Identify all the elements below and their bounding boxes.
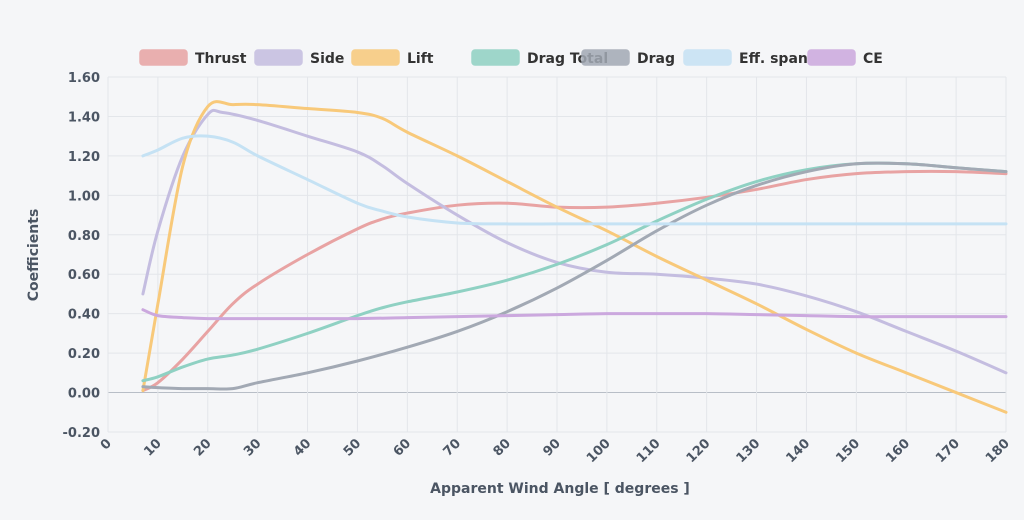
- x-tick-label: 180: [983, 436, 1013, 466]
- x-tick-label: 20: [191, 436, 214, 459]
- x-tick-label: 10: [141, 436, 164, 459]
- x-axis-title: Apparent Wind Angle [ degrees ]: [430, 481, 690, 497]
- x-tick-label: 140: [783, 436, 813, 466]
- legend-swatch: [471, 49, 520, 66]
- x-tick-label: 130: [734, 436, 764, 466]
- series-line-thrust: [141, 169, 1008, 393]
- legend-swatch: [139, 49, 188, 66]
- legend-label: Lift: [407, 51, 434, 67]
- y-tick-label: 0.40: [68, 308, 100, 323]
- series-line-drag: [141, 161, 1008, 391]
- x-tick-label: 50: [341, 436, 364, 459]
- y-tick-label: 1.40: [68, 110, 100, 125]
- x-tick-label: 110: [634, 436, 664, 466]
- legend-label: CE: [863, 51, 883, 67]
- legend-label: Eff. span: [739, 51, 808, 67]
- grid: [107, 76, 1007, 433]
- x-tick-label: 120: [684, 436, 714, 466]
- legend-item-lift[interactable]: Lift: [351, 49, 434, 67]
- y-tick-label: -0.20: [63, 426, 100, 441]
- legend-label: Side: [310, 51, 344, 67]
- y-tick-label: 0.20: [68, 347, 100, 362]
- y-tick-label: 0.80: [68, 229, 100, 244]
- legend[interactable]: Thrust Side Lift Drag Total Drag Eff. span CE: [139, 49, 883, 67]
- legend-item-side[interactable]: Side: [254, 49, 344, 67]
- x-tick-label: 70: [441, 436, 464, 459]
- y-tick-label: 1.60: [68, 71, 100, 86]
- x-tick-label: 60: [391, 436, 414, 459]
- y-axis-title: Coefficients: [26, 209, 42, 302]
- x-tick-label: 100: [584, 436, 614, 466]
- x-tick-label: 90: [540, 436, 563, 459]
- series-lines: [141, 100, 1008, 414]
- x-tick-label: 80: [491, 436, 514, 459]
- legend-swatch: [351, 49, 400, 66]
- series-line-eff-span: [141, 134, 1008, 226]
- legend-item-eff-span[interactable]: Eff. span: [683, 49, 808, 67]
- series-line-lift: [141, 100, 1008, 414]
- axes: -0.20 0.00 0.20 0.40 0.60 0.80 1.00 1.20 1.40 1.6…: [63, 71, 1013, 466]
- legend-swatch: [254, 49, 303, 66]
- y-tick-label: 1.00: [68, 189, 100, 204]
- legend-item-drag[interactable]: Drag: [581, 49, 675, 67]
- legend-swatch: [581, 49, 630, 66]
- x-tick-label: 170: [933, 436, 963, 466]
- legend-swatch: [807, 49, 856, 66]
- y-tick-label: 1.20: [68, 150, 100, 165]
- legend-item-thrust[interactable]: Thrust: [139, 49, 247, 67]
- y-tick-label: 0.00: [68, 387, 100, 402]
- x-tick-label: 30: [241, 436, 264, 459]
- x-tick-label: 160: [883, 436, 913, 466]
- x-tick-label: 0: [98, 436, 115, 453]
- legend-swatch: [683, 49, 732, 66]
- series-line-side: [141, 108, 1008, 375]
- legend-label: Thrust: [195, 51, 247, 67]
- y-tick-label: 0.60: [68, 268, 100, 283]
- x-tick-label: 40: [291, 436, 314, 459]
- x-tick-label: 150: [833, 436, 863, 466]
- legend-item-ce[interactable]: CE: [807, 49, 883, 67]
- series-line-ce: [141, 308, 1008, 321]
- legend-label: Drag: [637, 51, 675, 67]
